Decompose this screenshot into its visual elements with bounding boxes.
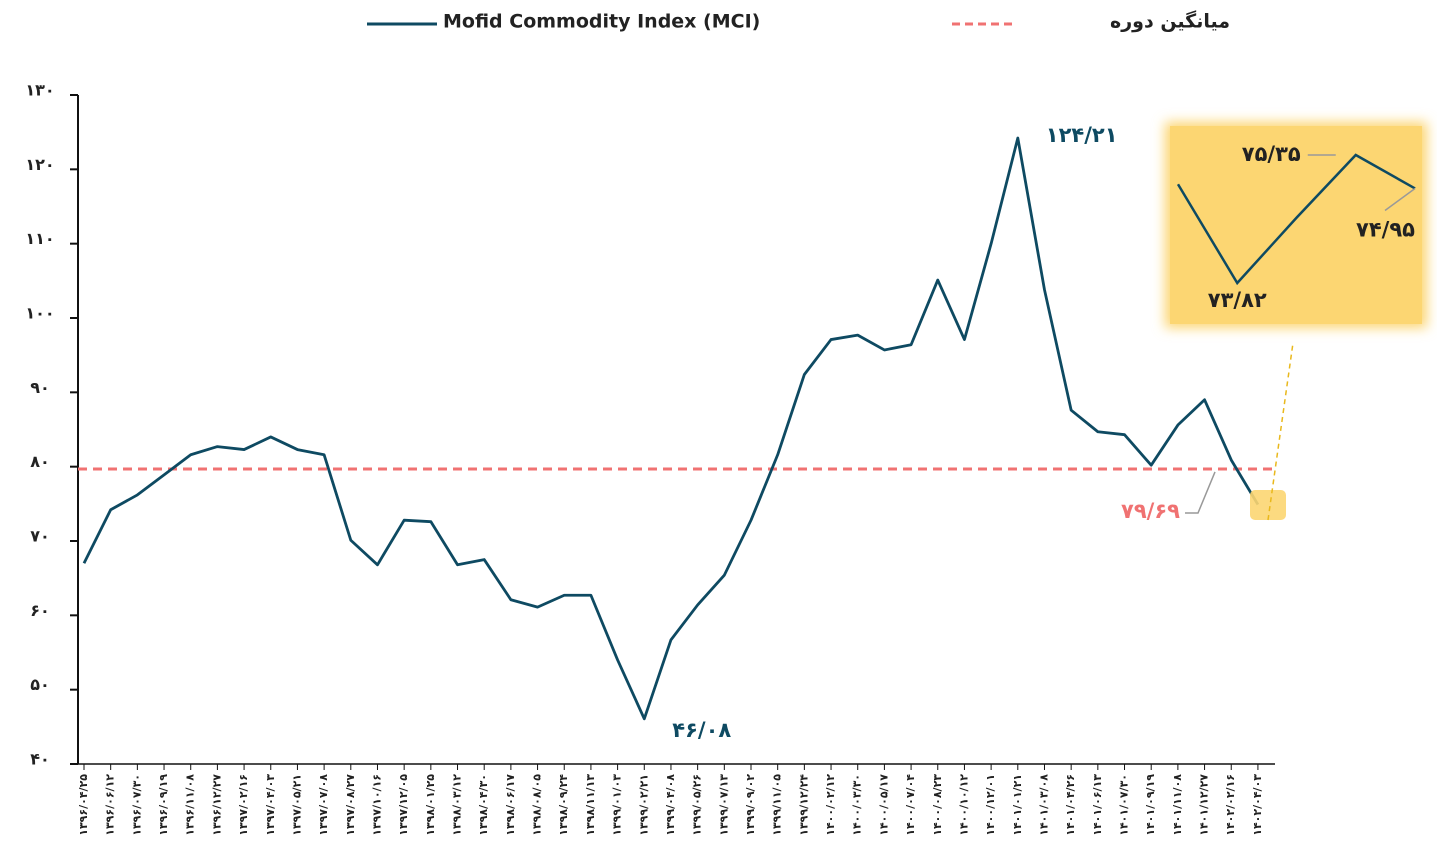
x-tick-label: ۱۳۹۶/۰۹/۱۹ bbox=[157, 774, 170, 836]
x-tick-label: ۱۳۹۸/۰۴/۳۰ bbox=[477, 774, 490, 836]
inset-label: ۷۵/۳۵ bbox=[1242, 142, 1301, 166]
x-tick-label: ۱۳۹۸/۰۸/۰۵ bbox=[531, 774, 544, 836]
mean-label: ۷۹/۶۹ bbox=[1121, 499, 1180, 523]
x-tick-label: ۱۳۹۹/۰۴/۰۸ bbox=[664, 774, 677, 836]
x-tick-label: ۱۴۰۱/۰۹/۱۹ bbox=[1144, 774, 1157, 836]
legend-label: Mofid Commodity Index (MCI) bbox=[443, 11, 760, 33]
x-tick-label: ۱۳۹۷/۰۷/۰۸ bbox=[317, 774, 330, 836]
x-tick-label: ۱۳۹۹/۰۷/۱۳ bbox=[717, 774, 730, 836]
x-tick-label: ۱۴۰۱/۰۶/۱۳ bbox=[1091, 774, 1104, 836]
x-tick-label: ۱۴۰۰/۱۲/۰۱ bbox=[984, 774, 997, 836]
x-tick-label: ۱۳۹۹/۰۹/۰۲ bbox=[744, 774, 757, 836]
x-tick-label: ۱۳۹۹/۰۱/۰۳ bbox=[611, 774, 624, 836]
x-tick-label: ۱۴۰۰/۰۷/۰۴ bbox=[904, 774, 917, 836]
connector bbox=[1384, 187, 1416, 212]
y-tick-label: ۶۰ bbox=[30, 601, 50, 620]
y-tick-label: ۱۲۰ bbox=[25, 155, 54, 174]
index-line bbox=[82, 136, 1260, 721]
x-tick-label: ۱۳۹۷/۱۲/۰۵ bbox=[397, 774, 410, 836]
x-tick-label: ۱۳۹۷/۰۸/۲۷ bbox=[344, 774, 357, 836]
x-tick-label: ۱۴۰۱/۱۱/۰۸ bbox=[1171, 774, 1184, 836]
inset-bg bbox=[1170, 126, 1422, 324]
x-tick-label: ۱۳۹۹/۱۱/۰۵ bbox=[771, 774, 784, 836]
x-tick-label: ۱۴۰۱/۰۷/۳۰ bbox=[1118, 774, 1131, 836]
connector bbox=[1185, 471, 1216, 514]
x-tick-label: ۱۳۹۷/۰۵/۲۱ bbox=[290, 774, 303, 836]
x-tick-label: ۱۳۹۶/۰۴/۲۵ bbox=[77, 774, 90, 836]
x-tick-label: ۱۳۹۸/۰۶/۱۷ bbox=[504, 774, 517, 836]
x-tick-label: ۱۴۰۱/۰۳/۰۸ bbox=[1037, 774, 1050, 836]
y-tick-label: ۱۰۰ bbox=[25, 304, 54, 323]
inset-line bbox=[1176, 153, 1416, 286]
x-tick-label: ۱۳۹۶/۰۷/۳۰ bbox=[130, 774, 143, 836]
x-tick-label: ۱۳۹۶/۱۱/۰۸ bbox=[184, 774, 197, 836]
y-tick-label: ۱۳۰ bbox=[25, 81, 54, 100]
x-tick-label: ۱۳۹۸/۰۹/۲۴ bbox=[557, 774, 570, 836]
inset-pointer bbox=[1267, 342, 1294, 521]
y-tick-label: ۷۰ bbox=[30, 527, 50, 546]
x-tick-label: ۱۴۰۲/۰۲/۱۶ bbox=[1224, 774, 1237, 836]
x-tick-label: ۱۴۰۱/۰۴/۲۶ bbox=[1064, 774, 1077, 836]
x-tick-label: ۱۳۹۸/۱۱/۱۳ bbox=[584, 774, 597, 836]
y-tick-label: ۴۰ bbox=[30, 750, 50, 769]
x-tick-label: ۱۳۹۸/۰۳/۱۲ bbox=[451, 774, 464, 836]
inset-label: ۷۳/۸۲ bbox=[1208, 288, 1267, 312]
x-tick-label: ۱۳۹۹/۰۵/۲۶ bbox=[691, 774, 704, 836]
y-tick-label: ۵۰ bbox=[30, 675, 50, 694]
x-tick-label: ۱۴۰۰/۰۵/۱۷ bbox=[877, 774, 890, 836]
x-tick-label: ۱۳۹۶/۰۶/۱۲ bbox=[104, 774, 117, 836]
y-tick-label: ۹۰ bbox=[30, 378, 50, 397]
x-tick-label: ۱۴۰۰/۱۰/۱۲ bbox=[957, 774, 970, 836]
data-label: ۴۶/۰۸ bbox=[672, 718, 731, 742]
x-tick-label: ۱۳۹۷/۰۴/۰۳ bbox=[264, 774, 277, 836]
x-tick-label: ۱۴۰۲/۰۴/۰۳ bbox=[1251, 774, 1264, 836]
x-tick-label: ۱۴۰۰/۰۲/۱۲ bbox=[824, 774, 837, 836]
legend-label: میانگین دوره bbox=[1110, 10, 1230, 33]
y-tick-label: ۱۱۰ bbox=[25, 229, 54, 248]
x-tick-label: ۱۳۹۶/۱۲/۲۷ bbox=[210, 774, 223, 836]
highlight bbox=[1250, 490, 1286, 520]
x-tick-label: ۱۳۹۷/۰۲/۱۶ bbox=[237, 774, 250, 836]
x-tick-label: ۱۳۹۹/۰۲/۲۱ bbox=[637, 774, 650, 836]
x-tick-label: ۱۴۰۱/۰۱/۲۱ bbox=[1011, 774, 1024, 836]
data-label: ۱۲۴/۲۱ bbox=[1046, 123, 1118, 147]
inset-label: ۷۴/۹۵ bbox=[1356, 217, 1415, 241]
x-tick-label: ۱۳۹۷/۱۰/۱۶ bbox=[370, 774, 383, 836]
x-tick-label: ۱۳۹۹/۱۲/۲۴ bbox=[797, 774, 810, 836]
x-tick-label: ۱۳۹۸/۰۱/۲۵ bbox=[424, 774, 437, 836]
y-tick-label: ۸۰ bbox=[30, 452, 50, 471]
x-tick-label: ۱۴۰۱/۱۲/۲۷ bbox=[1198, 774, 1211, 836]
x-tick-label: ۱۴۰۰/۰۸/۲۳ bbox=[931, 774, 944, 836]
x-tick-label: ۱۴۰۰/۰۳/۳۰ bbox=[851, 774, 864, 836]
